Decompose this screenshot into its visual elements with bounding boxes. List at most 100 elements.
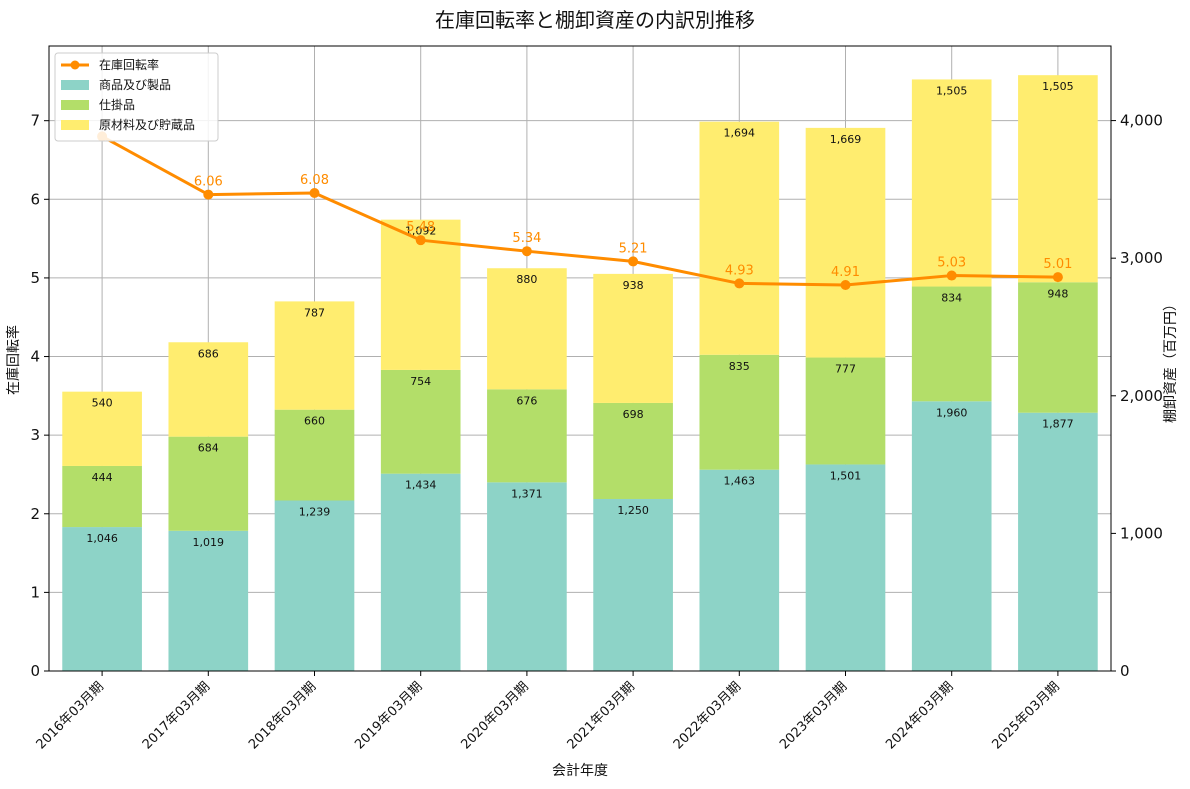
bar-segment: [62, 527, 142, 671]
y-tick-label-right: 3,000: [1120, 249, 1163, 267]
x-tick-label: 2025年03月期: [989, 679, 1062, 752]
bar-value-label: 1,239: [299, 506, 331, 519]
y-tick-label-left: 5: [30, 269, 40, 287]
bar-value-label: 787: [304, 306, 325, 319]
bar-value-label: 684: [198, 442, 219, 455]
y-tick-label-right: 1,000: [1120, 524, 1163, 542]
bar-segment: [487, 389, 567, 483]
bar-segment: [805, 464, 886, 671]
turnover-label: 4.93: [725, 263, 754, 278]
bar-segment: [593, 498, 673, 671]
legend-label: 仕掛品: [99, 97, 135, 112]
turnover-point: [309, 188, 320, 199]
turnover-label: 6.06: [194, 175, 223, 190]
turnover-line: 6.06 6.08 5.48 5.34 5.21 4.93 4.91 5.03 5.01: [97, 131, 1072, 290]
legend-label: 在庫回転率: [99, 57, 159, 72]
turnover-point: [1052, 272, 1063, 283]
y-tick-label-right: 0: [1120, 662, 1130, 680]
y-tick-label-left: 2: [30, 505, 40, 523]
bar-segment: [1018, 282, 1098, 413]
turnover-label: 5.03: [937, 256, 966, 271]
bar-segment: [593, 402, 673, 499]
bar-segment: [62, 465, 142, 528]
turnover-point: [415, 235, 426, 246]
x-tick-label: 2018年03月期: [246, 679, 319, 752]
y-tick-label-left: 3: [30, 426, 40, 444]
bar-value-label: 1,250: [617, 504, 649, 517]
legend-label: 商品及び製品: [99, 77, 171, 92]
bar-value-label: 698: [623, 408, 644, 421]
bar-value-label: 948: [1047, 287, 1068, 300]
bar-segment: [699, 121, 780, 355]
legend-marker: [70, 60, 80, 70]
x-tick-label: 2023年03月期: [777, 679, 850, 752]
bar-segment: [911, 401, 992, 671]
y-tick-label-left: 0: [30, 662, 40, 680]
x-axis-label: 会計年度: [552, 763, 608, 779]
bar-value-label: 1,046: [86, 532, 118, 545]
bar-value-label: 835: [729, 360, 750, 373]
bar-segment: [487, 482, 567, 671]
bar-value-label: 540: [92, 397, 113, 410]
y-tick-label-left: 7: [30, 112, 40, 130]
bar-segment: [1018, 412, 1098, 671]
bar-segment: [274, 409, 355, 501]
plot-frame: [48, 45, 1112, 672]
bar-segment: [699, 469, 780, 671]
legend-swatch: [61, 80, 89, 90]
turnover-point: [203, 189, 214, 200]
bar-value-label: 1,505: [936, 84, 968, 97]
legend-box: [54, 52, 219, 142]
bar-segment: [1018, 75, 1098, 283]
y-axis-label-right: 棚卸資産（百万円）: [1163, 297, 1179, 423]
x-tick-label: 2024年03月期: [883, 679, 956, 752]
legend-swatch: [61, 100, 89, 110]
bar-segment: [699, 354, 780, 470]
x-tick-label: 2020年03月期: [458, 679, 531, 752]
bar-value-label: 938: [623, 279, 644, 292]
y-tick-label-left: 6: [30, 190, 40, 208]
bar-segment: [911, 79, 992, 287]
bar-value-label: 777: [835, 363, 856, 376]
bar-segment: [168, 342, 249, 437]
x-tick-label: 2022年03月期: [671, 679, 744, 752]
turnover-point: [628, 256, 639, 267]
bar-segment: [168, 530, 249, 671]
bar-value-label: 1,434: [405, 479, 437, 492]
bar-value-label: 1,463: [724, 475, 756, 488]
x-tick-label: 2021年03月期: [565, 679, 638, 752]
x-tick-label: 2016年03月期: [34, 679, 107, 752]
bar-segment: [487, 268, 567, 390]
bars: 1,046 1,019 1,239 1,434 1,371 1,250 1,463 1,501…: [62, 75, 1098, 671]
bar-segment: [805, 357, 886, 465]
bar-value-label: 686: [198, 347, 219, 360]
legend-swatch: [61, 120, 89, 130]
y-axis-label-left: 在庫回転率: [5, 325, 22, 395]
turnover-label: 5.48: [406, 220, 435, 235]
turnover-label: 5.34: [512, 231, 541, 246]
y-tick-label-right: 4,000: [1120, 112, 1163, 130]
bar-segment: [805, 127, 886, 358]
bar-value-label: 676: [516, 394, 537, 407]
turnover-point: [840, 279, 851, 290]
bar-value-label: 660: [304, 415, 325, 428]
turnover-line-path: [101, 135, 1058, 287]
turnover-point: [946, 270, 957, 281]
turnover-label: 5.21: [619, 241, 648, 256]
bar-segment: [593, 273, 673, 403]
bar-value-label: 1,371: [511, 487, 543, 500]
bar-segment: [380, 369, 461, 474]
bar-value-label: 754: [410, 375, 431, 388]
x-tick-label: 2019年03月期: [352, 679, 425, 752]
bar-segment: [911, 286, 992, 402]
turnover-point: [734, 278, 745, 289]
bar-value-label: 1,505: [1042, 80, 1074, 93]
bar-segment: [274, 500, 355, 671]
bar-value-label: 880: [516, 273, 537, 286]
bar-value-label: 444: [92, 471, 113, 484]
legend-label: 原材料及び貯蔵品: [99, 118, 195, 132]
bar-value-label: 1,669: [830, 133, 862, 146]
